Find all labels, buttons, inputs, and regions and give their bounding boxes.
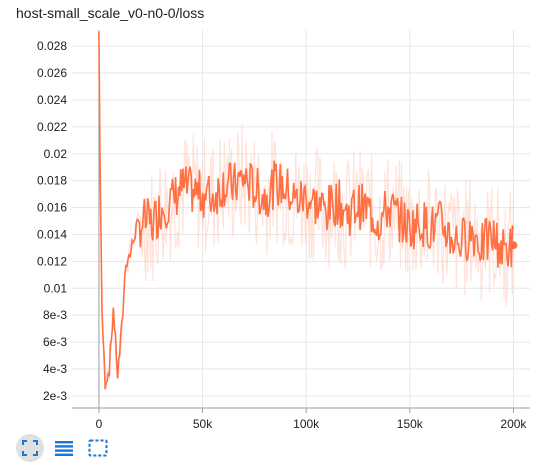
y-tick-label: 0.026 bbox=[37, 66, 67, 80]
chart-title: host-small_scale_v0-n0-0/loss bbox=[16, 5, 205, 21]
y-tick-label: 0.024 bbox=[37, 93, 67, 107]
y-tick-label: 0.018 bbox=[37, 174, 67, 188]
y-tick-label: 0.012 bbox=[37, 254, 67, 268]
y-tick-label: 0.028 bbox=[37, 39, 67, 53]
y-axis-ticks: 2e-3 4e-3 6e-3 8e-3 0.01 0.012 0.014 0.016 0.018… bbox=[37, 39, 67, 403]
y-tick-label: 8e-3 bbox=[43, 308, 67, 322]
x-tick-label: 100k bbox=[293, 417, 320, 431]
fullscreen-icon bbox=[22, 440, 38, 456]
y-tick-label: 2e-3 bbox=[43, 389, 67, 403]
y-tick-label: 6e-3 bbox=[43, 335, 67, 349]
last-point-marker bbox=[509, 241, 518, 250]
y-tick-label: 4e-3 bbox=[43, 362, 67, 376]
chart-grid bbox=[72, 30, 530, 408]
select-region-button[interactable] bbox=[84, 434, 112, 462]
raw-series-line bbox=[98, 32, 514, 381]
chart-toolbar bbox=[16, 434, 112, 462]
list-icon bbox=[55, 441, 73, 456]
x-axis-ticks: 0 50k 100k 150k 200k bbox=[96, 408, 527, 431]
dashed-box-icon bbox=[88, 439, 108, 457]
y-tick-label: 0.01 bbox=[44, 281, 68, 295]
x-tick-label: 150k bbox=[397, 417, 424, 431]
smoothed-series-line bbox=[98, 31, 515, 390]
y-tick-label: 0.02 bbox=[44, 147, 68, 161]
x-tick-label: 50k bbox=[193, 417, 213, 431]
x-tick-label: 200k bbox=[500, 417, 527, 431]
y-tick-label: 0.016 bbox=[37, 201, 67, 215]
toggle-log-scale-button[interactable] bbox=[50, 434, 78, 462]
x-tick-label: 0 bbox=[96, 417, 103, 431]
y-tick-label: 0.014 bbox=[37, 227, 67, 241]
fit-domain-button[interactable] bbox=[16, 434, 44, 462]
y-tick-label: 0.022 bbox=[37, 120, 67, 134]
